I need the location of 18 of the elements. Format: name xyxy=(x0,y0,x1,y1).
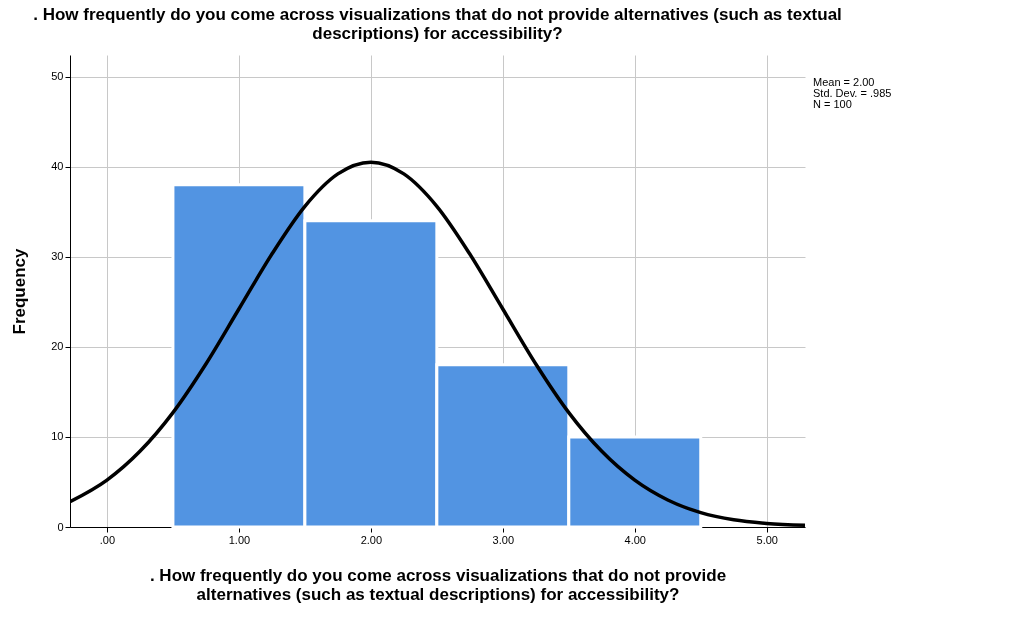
y-axis-title: Frequency xyxy=(10,247,30,335)
text: Std. Dev. = .985 xyxy=(813,87,892,99)
y-tick-label: 10 xyxy=(51,430,64,443)
x-tick-label: 1.00 xyxy=(228,533,251,546)
chart-title: . How frequently do you come across visualizations that do not provide alternatives (such as textual descriptions) for accessibility? xyxy=(33,5,842,43)
x-tick-label: 5.00 xyxy=(756,533,778,546)
x-tick-label: 3.00 xyxy=(492,533,515,546)
y-tick-label: 30 xyxy=(51,250,64,263)
y-tick-label: 40 xyxy=(51,160,64,173)
x-tick-label: 4.00 xyxy=(624,533,646,546)
y-tick-label: 50 xyxy=(51,70,64,83)
text: Mean = 2.00 xyxy=(813,76,875,88)
y-tick-label: 0 xyxy=(57,520,64,533)
text: N = 100 xyxy=(813,98,852,110)
x-tick-label: 2.00 xyxy=(360,533,383,546)
y-tick-label: 20 xyxy=(51,340,64,353)
x-axis-title: . How frequently do you come across visualizations that do not provide alternatives (such as textual descriptions) for accessibility? xyxy=(149,565,727,604)
x-tick-label: .00 xyxy=(99,533,116,546)
